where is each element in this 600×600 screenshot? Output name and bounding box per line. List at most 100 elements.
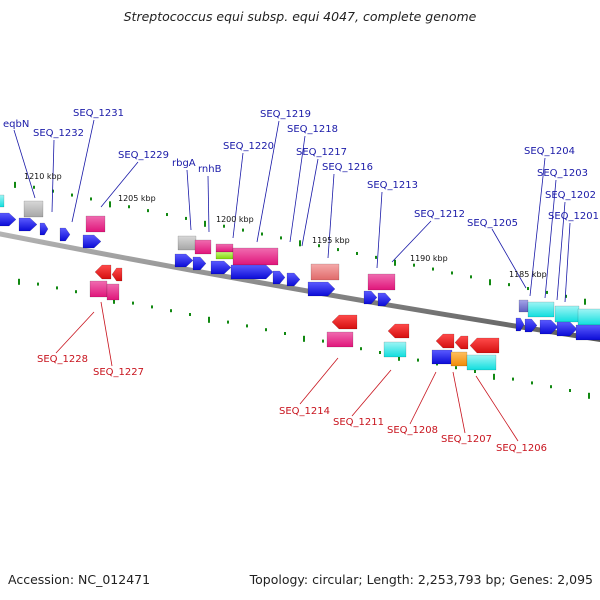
leader-line-top-8 (289, 135, 306, 243)
forward-cds-1[interactable] (0, 212, 17, 227)
gene-label-seq1203[interactable]: SEQ_1203 (537, 168, 588, 179)
forward-cds-46[interactable] (575, 324, 600, 341)
cyan-feature-39[interactable] (527, 301, 555, 318)
forward-cds-44[interactable] (539, 319, 559, 335)
tick-top-29 (565, 294, 567, 298)
gene-label-seq1201[interactable]: SEQ_1201 (548, 211, 599, 222)
gene-label-rbgA[interactable]: rbgA (172, 158, 196, 169)
tick-bottom-30 (588, 392, 590, 399)
reverse-cds-32[interactable] (435, 333, 455, 349)
tick-bottom-29 (569, 389, 571, 392)
scale-label-1205: 1205 kbp (118, 194, 156, 203)
tick-bottom-2 (56, 286, 58, 290)
purple-feature-38[interactable] (518, 299, 529, 313)
magenta-feature-6[interactable] (85, 215, 106, 233)
tick-bottom-27 (531, 381, 533, 385)
gene-label-seq1217[interactable]: SEQ_1217 (296, 147, 347, 158)
forward-cds-45[interactable] (556, 321, 578, 337)
label-leader-lines (13, 119, 571, 442)
leader-line-top-5 (207, 175, 210, 233)
gene-label-seq1206[interactable]: SEQ_1206 (496, 443, 547, 454)
leader-line-top-16 (556, 201, 566, 301)
leader-line-top-6 (232, 152, 244, 239)
gene-label-eqbN[interactable]: eqbN (3, 119, 29, 130)
cyan-feature-31[interactable] (383, 341, 407, 358)
magenta-feature-16[interactable] (215, 243, 234, 253)
gene-label-seq1214[interactable]: SEQ_1214 (279, 406, 330, 417)
magenta-feature-27[interactable] (367, 273, 396, 291)
leader-line-top-13 (491, 228, 527, 289)
gene-label-seq1228[interactable]: SEQ_1228 (37, 354, 88, 365)
reverse-cds-30[interactable] (387, 323, 410, 339)
tick-top-18 (356, 251, 358, 255)
forward-cds-2[interactable] (18, 217, 38, 232)
reverse-cds-9[interactable] (111, 267, 123, 282)
gene-label-seq1231[interactable]: SEQ_1231 (73, 108, 124, 119)
forward-cds-24[interactable] (307, 281, 336, 297)
forward-cds-21[interactable] (272, 270, 286, 285)
reverse-cds-33[interactable] (454, 335, 469, 350)
tick-bottom-16 (322, 339, 324, 343)
gene-label-seq1212[interactable]: SEQ_1212 (414, 209, 465, 220)
gene-label-seq1205[interactable]: SEQ_1205 (467, 218, 518, 229)
cyan-feature-37[interactable] (466, 354, 497, 371)
forward-cds-18[interactable] (210, 260, 232, 275)
gene-label-seq1216[interactable]: SEQ_1216 (322, 162, 373, 173)
magenta-feature-13[interactable] (194, 239, 212, 255)
tick-top-15 (299, 240, 301, 247)
cyan-feature-43[interactable] (577, 308, 600, 326)
gene-label-seq1207[interactable]: SEQ_1207 (441, 434, 492, 445)
gene-label-seq1208[interactable]: SEQ_1208 (387, 425, 438, 436)
tick-top-22 (432, 267, 434, 271)
forward-cds-20[interactable] (230, 264, 274, 280)
tick-top-11 (223, 224, 225, 228)
gene-label-seq1202[interactable]: SEQ_1202 (545, 190, 596, 201)
tick-bottom-20 (398, 354, 400, 361)
gene-label-seq1220[interactable]: SEQ_1220 (223, 141, 274, 152)
gene-label-seq1211[interactable]: SEQ_1211 (333, 417, 384, 428)
forward-cds-5[interactable] (59, 227, 71, 242)
reverse-cds-34[interactable] (469, 337, 500, 354)
forward-cds-40[interactable] (515, 317, 525, 332)
forward-cds-35[interactable] (431, 349, 453, 365)
tick-bottom-25 (493, 373, 495, 380)
forward-cds-28[interactable] (363, 290, 378, 305)
gene-label-seq1218[interactable]: SEQ_1218 (287, 124, 338, 135)
gene-label-seq1229[interactable]: SEQ_1229 (118, 150, 169, 161)
gene-features (0, 194, 600, 371)
leader-line-top-14 (529, 157, 546, 297)
lime-feature-17[interactable] (215, 251, 234, 260)
magenta-feature-19[interactable] (232, 247, 279, 266)
forward-cds-41[interactable] (524, 318, 538, 333)
tick-bottom-18 (360, 347, 362, 351)
tick-top-2 (52, 189, 54, 193)
cyan-feature-42[interactable] (554, 305, 580, 323)
magenta-feature-11[interactable] (106, 283, 120, 301)
gene-label-seq1204[interactable]: SEQ_1204 (524, 146, 575, 157)
salmon-feature-23[interactable] (310, 263, 340, 281)
forward-cds-29[interactable] (377, 292, 392, 307)
gray-feature-4[interactable] (23, 200, 44, 218)
gene-label-seq1227[interactable]: SEQ_1227 (93, 367, 144, 378)
gene-label-seq1213[interactable]: SEQ_1213 (367, 180, 418, 191)
cyan-feature-0[interactable] (0, 194, 5, 208)
magenta-feature-10[interactable] (89, 280, 108, 298)
gene-label-seq1232[interactable]: SEQ_1232 (33, 128, 84, 139)
magenta-feature-26[interactable] (326, 331, 354, 348)
orange-feature-36[interactable] (450, 351, 468, 367)
topology-text: Topology: circular; Length: 2,253,793 bp… (249, 572, 593, 587)
forward-cds-14[interactable] (174, 253, 194, 268)
forward-cds-3[interactable] (39, 222, 49, 236)
forward-cds-7[interactable] (82, 234, 102, 249)
forward-cds-22[interactable] (286, 272, 301, 287)
tick-top-16 (318, 244, 320, 248)
leader-line-bottom-0 (55, 311, 95, 354)
gene-label-rnhB[interactable]: rnhB (198, 164, 222, 175)
tick-bottom-8 (170, 309, 172, 313)
reverse-cds-25[interactable] (331, 314, 358, 330)
gene-label-seq1219[interactable]: SEQ_1219 (260, 109, 311, 120)
gray-feature-12[interactable] (177, 235, 197, 251)
reverse-cds-8[interactable] (94, 264, 112, 280)
forward-cds-15[interactable] (192, 256, 207, 271)
scale-label-1200: 1200 kbp (216, 215, 254, 224)
